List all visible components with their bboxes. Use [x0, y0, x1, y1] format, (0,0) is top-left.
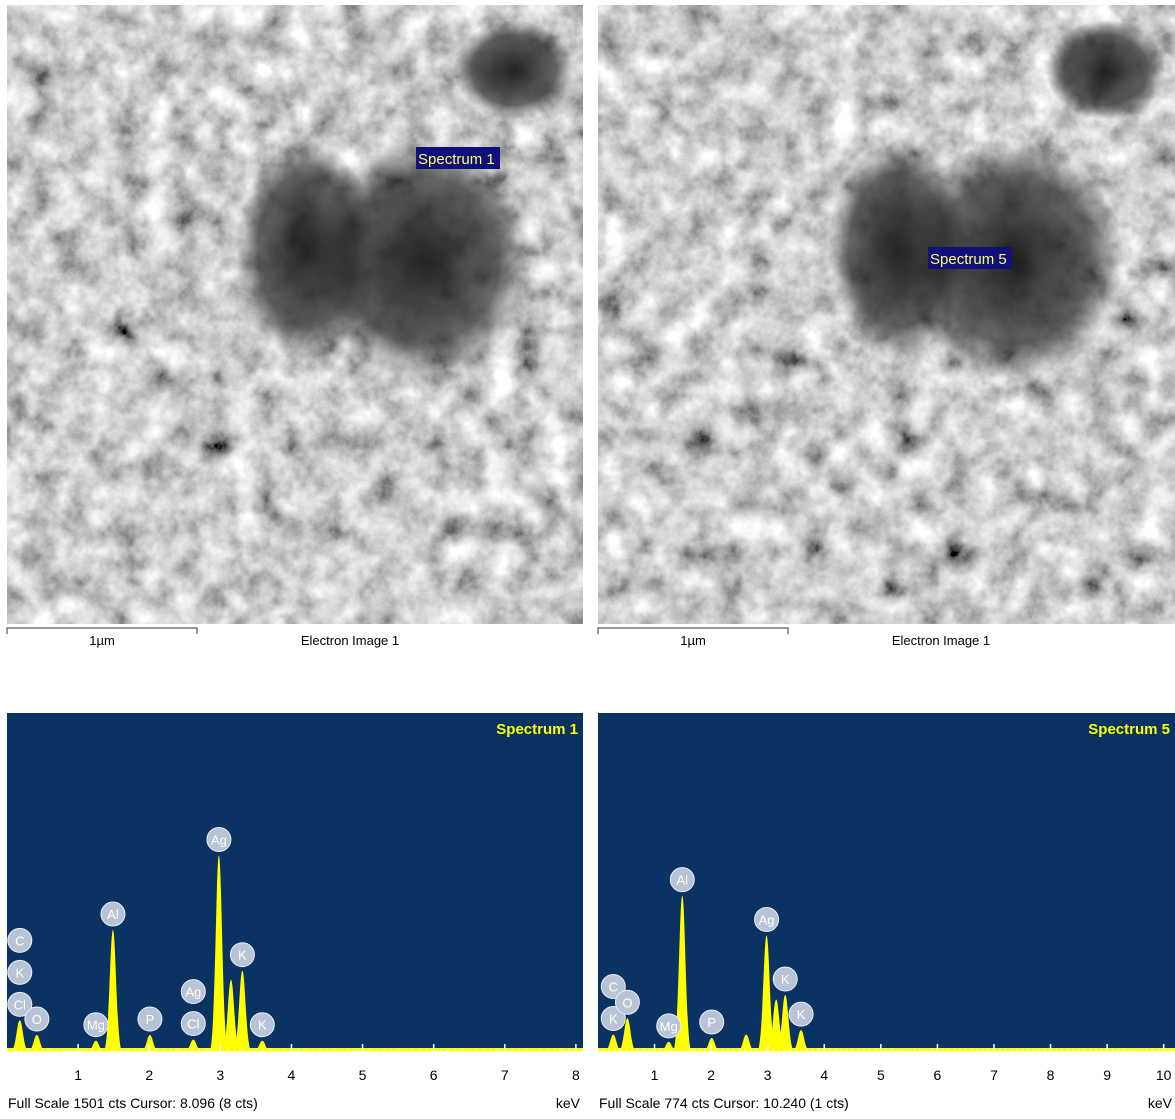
- x-tick-label: 2: [145, 1067, 153, 1083]
- element-label: K: [609, 1011, 618, 1026]
- element-label: Mg: [660, 1019, 678, 1034]
- pore: [1046, 20, 1166, 120]
- element-label: O: [622, 995, 632, 1010]
- element-label: Ag: [211, 833, 227, 848]
- x-tick-label: 5: [359, 1067, 367, 1083]
- x-axis-label: keV: [1148, 1095, 1173, 1111]
- element-label: K: [781, 972, 790, 987]
- footer: Full Scale 1501 cts Cursor: 8.096 (8 cts…: [8, 1095, 258, 1111]
- x-tick-label: 6: [934, 1067, 942, 1083]
- x-tick-label: 7: [501, 1067, 509, 1083]
- element-label: K: [238, 948, 247, 963]
- scale-label: 1µm: [89, 633, 115, 648]
- element-label: K: [15, 965, 24, 980]
- x-tick-label: 7: [990, 1067, 998, 1083]
- figure: Spectrum 1 1µm Electron Image 1 Spectrum 5 1…: [0, 0, 1175, 1114]
- element-label: Mg: [87, 1018, 105, 1033]
- x-tick-label: 3: [764, 1067, 772, 1083]
- electron-image: Spectrum 1 1µm Electron Image 1: [7, 5, 583, 648]
- element-label: Al: [107, 907, 119, 922]
- element-label: Ag: [759, 912, 775, 927]
- x-tick-label: 1: [74, 1067, 82, 1083]
- x-tick-label: 10: [1156, 1067, 1172, 1083]
- x-tick-label: 2: [707, 1067, 715, 1083]
- element-label: P: [146, 1012, 155, 1027]
- element-label: Al: [677, 873, 689, 888]
- spectrum-label: Spectrum 1: [418, 151, 495, 168]
- x-tick-label: 8: [1047, 1067, 1055, 1083]
- x-tick-label: 6: [430, 1067, 438, 1083]
- x-tick-label: 8: [572, 1067, 580, 1083]
- footer: Full Scale 774 cts Cursor: 10.240 (1 cts…: [599, 1095, 849, 1111]
- pore: [237, 140, 377, 360]
- x-tick-label: 4: [288, 1067, 296, 1083]
- element-label: C: [609, 979, 618, 994]
- x-axis-label: keV: [556, 1095, 581, 1111]
- x-tick-label: 1: [651, 1067, 659, 1083]
- plot-background: [7, 713, 583, 1052]
- element-label: Cl: [187, 1017, 199, 1032]
- spectrum-label: Spectrum 5: [930, 251, 1007, 268]
- x-tick-label: 5: [877, 1067, 885, 1083]
- image-caption: Electron Image 1: [301, 633, 399, 648]
- element-label: Ag: [185, 985, 201, 1000]
- spectrum-chart: Spectrum 1 1 2 3 4 5 6 7 8 keV Full Scale 1501 cts…: [7, 713, 583, 1111]
- element-label: Cl: [14, 997, 26, 1012]
- element-label: C: [15, 933, 24, 948]
- x-tick-label: 3: [216, 1067, 224, 1083]
- pore: [454, 20, 574, 120]
- electron-image: Spectrum 5 1µm Electron Image 1: [598, 5, 1175, 648]
- x-tick-label: 9: [1103, 1067, 1111, 1083]
- spectrum-chart: Spectrum 5 1 2 3 4 5 6 7 8 9 10 keV Full Scale 774 c…: [598, 713, 1175, 1111]
- element-label: K: [258, 1018, 267, 1033]
- chart-title: Spectrum 1: [496, 721, 578, 738]
- scale-label: 1µm: [680, 633, 706, 648]
- element-label: P: [707, 1015, 716, 1030]
- element-label: O: [32, 1012, 42, 1027]
- chart-title: Spectrum 5: [1088, 721, 1170, 738]
- image-caption: Electron Image 1: [892, 633, 990, 648]
- element-label: K: [797, 1007, 806, 1022]
- x-tick-label: 4: [820, 1067, 828, 1083]
